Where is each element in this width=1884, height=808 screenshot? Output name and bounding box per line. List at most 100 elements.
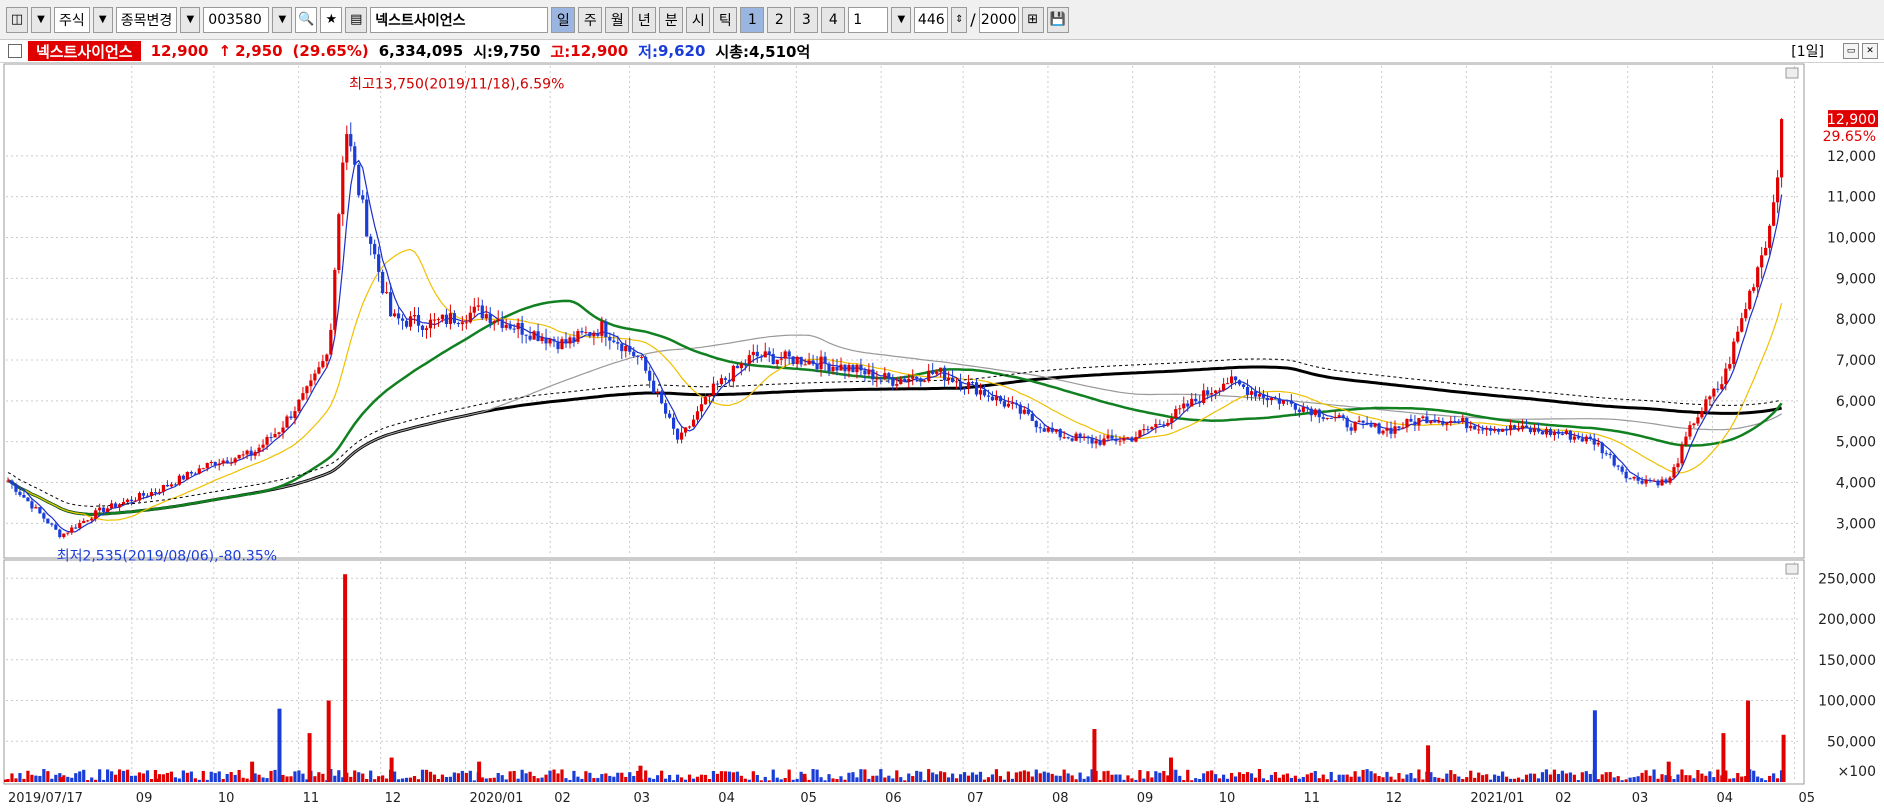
candle-body [612, 340, 616, 343]
volume-bar [1281, 774, 1285, 782]
date-axis-label: 06 [885, 791, 902, 806]
up-arrow-icon: ↑ [218, 42, 232, 60]
volume-bar [1289, 777, 1293, 782]
volume-bar [18, 773, 22, 782]
volume-bar [237, 769, 241, 782]
date-axis-label: 07 [967, 791, 984, 806]
ma20-line [7, 248, 1783, 521]
period-minute[interactable]: 분 [659, 6, 684, 33]
volume-bar [755, 774, 759, 782]
volume-spike-bar [802, 773, 807, 782]
volume-bar [751, 771, 755, 782]
period-tick[interactable]: 틱 [713, 6, 738, 33]
candle-body [978, 390, 983, 395]
volume-bar [193, 778, 197, 782]
candle-body [954, 381, 959, 383]
price-pane-toggle-icon[interactable] [1785, 67, 1799, 79]
volume-bar [1501, 771, 1505, 782]
candle-body [1672, 467, 1676, 478]
stock-info-icon[interactable]: ▤ [345, 6, 368, 33]
candle-body [771, 354, 775, 365]
candle-body [1752, 287, 1756, 291]
volume-bar [1345, 774, 1349, 782]
interval-dropdown-icon[interactable]: ▼ [891, 6, 912, 33]
change-stock-dropdown-icon[interactable]: ▼ [180, 6, 201, 33]
volume-bar [699, 774, 704, 782]
volume-bar [512, 770, 516, 782]
candle-body [1572, 436, 1576, 440]
candle-body [420, 325, 425, 330]
menu-dropdown-icon[interactable]: ▼ [31, 6, 51, 33]
candle-body [1473, 425, 1477, 430]
candle-body [1341, 415, 1345, 418]
interval-input[interactable]: 1 [848, 6, 889, 33]
candle-body [456, 322, 460, 325]
add-window-icon[interactable]: ⊞ [1021, 6, 1044, 33]
interval-2[interactable]: 2 [767, 6, 792, 33]
candle-body [213, 461, 217, 466]
volume-bar [982, 779, 987, 782]
code-dropdown-icon[interactable]: ▼ [272, 6, 293, 33]
candle-body [759, 356, 763, 358]
candle-body [1046, 427, 1050, 432]
volume-bar [516, 778, 520, 782]
volume-bar [624, 776, 628, 782]
period-hour[interactable]: 시 [686, 6, 711, 33]
candle-body [604, 321, 608, 338]
volume-bar [1684, 775, 1688, 782]
candle-body [636, 356, 640, 358]
interval-1[interactable]: 1 [740, 6, 765, 33]
save-icon[interactable]: 💾 [1046, 6, 1069, 33]
candle-body [1297, 409, 1301, 412]
volume-bar [1672, 779, 1676, 782]
minimize-icon[interactable]: ▭ [1843, 43, 1859, 59]
volume-bar [1010, 778, 1014, 782]
volume-tick-label: 200,000 [1818, 612, 1876, 628]
period-month[interactable]: 월 [605, 6, 630, 33]
stock-name-field[interactable]: 넥스트사이언스 [370, 6, 549, 33]
price-tick-label: 6,000 [1836, 394, 1876, 410]
market-select[interactable]: 주식 [54, 6, 90, 33]
volume-bar [707, 778, 712, 782]
volume-bar [1210, 770, 1214, 782]
candle-body [803, 364, 807, 366]
search-icon[interactable]: 🔍 [295, 6, 318, 33]
volume-pane [3, 559, 1805, 785]
candle-body [887, 373, 891, 379]
interval-3[interactable]: 3 [794, 6, 819, 33]
volume-bar [70, 777, 74, 782]
count-input[interactable]: 446 [914, 6, 949, 33]
volume-bar [962, 772, 967, 782]
market-dropdown-icon[interactable]: ▼ [92, 6, 113, 33]
volume-bar [349, 776, 353, 782]
compare-checkbox[interactable] [8, 44, 22, 58]
candle-body [843, 364, 847, 372]
volume-bar [1584, 771, 1588, 782]
price-tick-label: 7,000 [1836, 353, 1876, 369]
volume-bar [1632, 777, 1636, 782]
volume-bar [221, 778, 225, 782]
favorite-star-icon[interactable]: ★ [320, 6, 343, 33]
period-week[interactable]: 주 [578, 6, 603, 33]
volume-bar [1692, 778, 1696, 782]
split-view-icon[interactable]: ◫ [6, 6, 28, 33]
close-icon[interactable]: ✕ [1862, 43, 1878, 59]
candle-body [891, 378, 895, 386]
candle-body [970, 382, 975, 384]
interval-4[interactable]: 4 [821, 6, 846, 33]
candle-body [1708, 396, 1712, 400]
period-day[interactable]: 일 [551, 6, 576, 33]
candle-body [1098, 440, 1102, 445]
volume-pane-toggle-icon[interactable] [1785, 563, 1799, 575]
total-input[interactable]: 2000 [978, 6, 1019, 33]
period-year[interactable]: 년 [632, 6, 657, 33]
count-spinner-icon[interactable]: ⇕ [951, 6, 968, 33]
candle-body [82, 520, 86, 524]
candle-body [1090, 438, 1094, 444]
candle-body [177, 475, 181, 485]
candle-body [1138, 430, 1142, 438]
change-stock-select[interactable]: 종목변경 [115, 6, 178, 33]
volume-bar [46, 771, 50, 782]
stock-code-input[interactable]: 003580 [203, 6, 270, 33]
candle-body [1393, 426, 1397, 434]
